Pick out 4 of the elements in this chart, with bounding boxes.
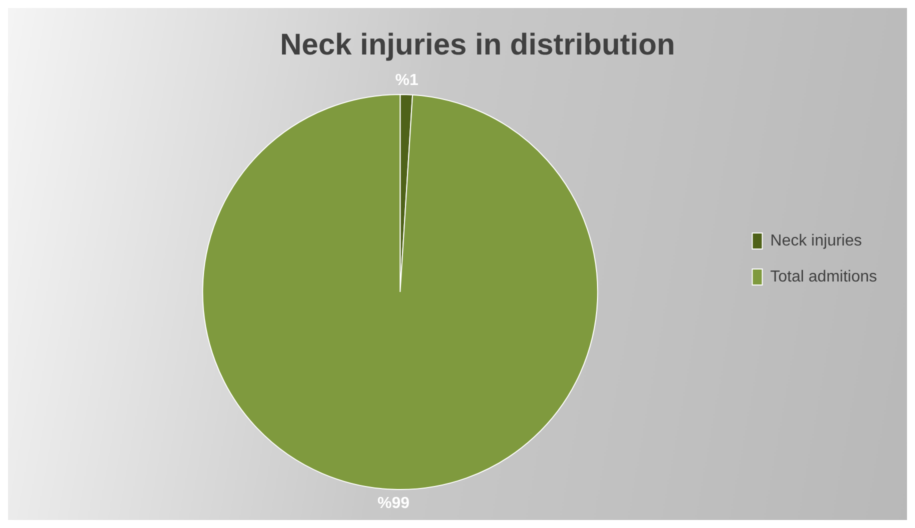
chart-title: Neck injuries in distribution <box>280 28 676 62</box>
legend-label: Total admitions <box>770 268 877 286</box>
legend-label: Neck injuries <box>770 232 862 250</box>
data-label: %99 <box>377 494 410 512</box>
